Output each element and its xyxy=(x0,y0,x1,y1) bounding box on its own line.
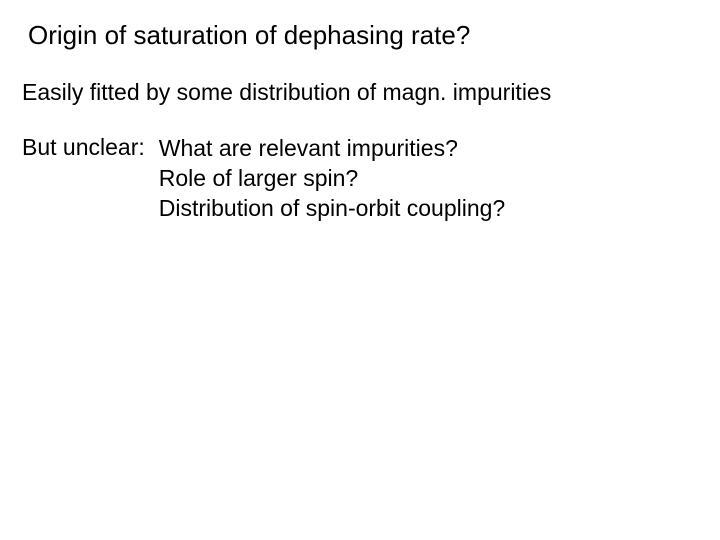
slide-title: Origin of saturation of dephasing rate? xyxy=(28,20,698,51)
intro-text: Easily fitted by some distribution of ma… xyxy=(22,79,698,106)
question-3: Distribution of spin-orbit coupling? xyxy=(159,194,505,224)
question-1: What are relevant impurities? xyxy=(159,134,505,164)
unclear-label: But unclear: xyxy=(22,134,145,161)
unclear-section: But unclear: What are relevant impuritie… xyxy=(22,134,698,224)
question-2: Role of larger spin? xyxy=(159,164,505,194)
questions-list: What are relevant impurities? Role of la… xyxy=(159,134,505,224)
